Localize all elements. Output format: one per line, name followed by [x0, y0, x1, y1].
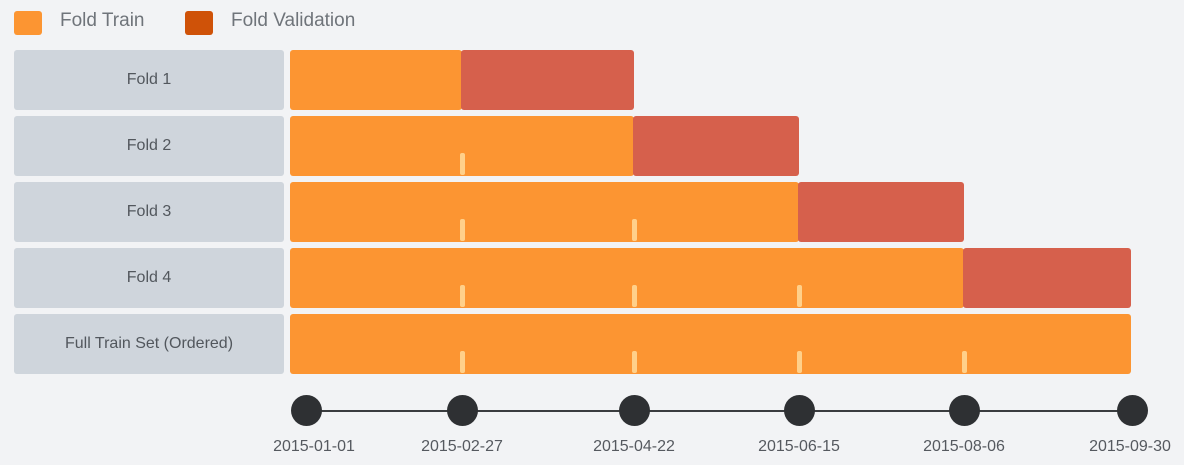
axis-node	[447, 395, 478, 426]
legend-validation-swatch	[185, 11, 213, 35]
row-label: Fold 1	[14, 50, 284, 110]
train-segment	[290, 182, 799, 242]
axis-date-label: 2015-01-01	[273, 438, 355, 455]
axis-date-label: 2015-06-15	[758, 438, 840, 455]
validation-segment	[461, 50, 634, 110]
axis-node	[784, 395, 815, 426]
train-segment	[290, 248, 964, 308]
train-segment	[290, 314, 1131, 374]
validation-segment	[963, 248, 1131, 308]
date-marker	[460, 219, 465, 241]
axis-date-label: 2015-08-06	[923, 438, 1005, 455]
validation-segment	[798, 182, 964, 242]
date-marker	[797, 351, 802, 373]
axis-node	[619, 395, 650, 426]
date-marker	[632, 219, 637, 241]
legend-validation-label: Fold Validation	[231, 10, 356, 31]
date-marker	[632, 285, 637, 307]
axis-date-label: 2015-09-30	[1089, 438, 1171, 455]
date-marker	[797, 285, 802, 307]
train-segment	[290, 50, 462, 110]
row-label: Full Train Set (Ordered)	[14, 314, 284, 374]
date-marker	[460, 153, 465, 175]
axis-node	[291, 395, 322, 426]
legend-train-swatch	[14, 11, 42, 35]
row-label: Fold 4	[14, 248, 284, 308]
axis-date-label: 2015-04-22	[593, 438, 675, 455]
axis-line	[306, 410, 1132, 412]
row-label: Fold 3	[14, 182, 284, 242]
date-marker	[962, 351, 967, 373]
axis-date-label: 2015-02-27	[421, 438, 503, 455]
row-label: Fold 2	[14, 116, 284, 176]
axis-node	[1117, 395, 1148, 426]
legend-train-label: Fold Train	[60, 10, 145, 31]
validation-segment	[633, 116, 799, 176]
date-marker	[460, 351, 465, 373]
date-marker	[460, 285, 465, 307]
axis-node	[949, 395, 980, 426]
date-marker	[632, 351, 637, 373]
